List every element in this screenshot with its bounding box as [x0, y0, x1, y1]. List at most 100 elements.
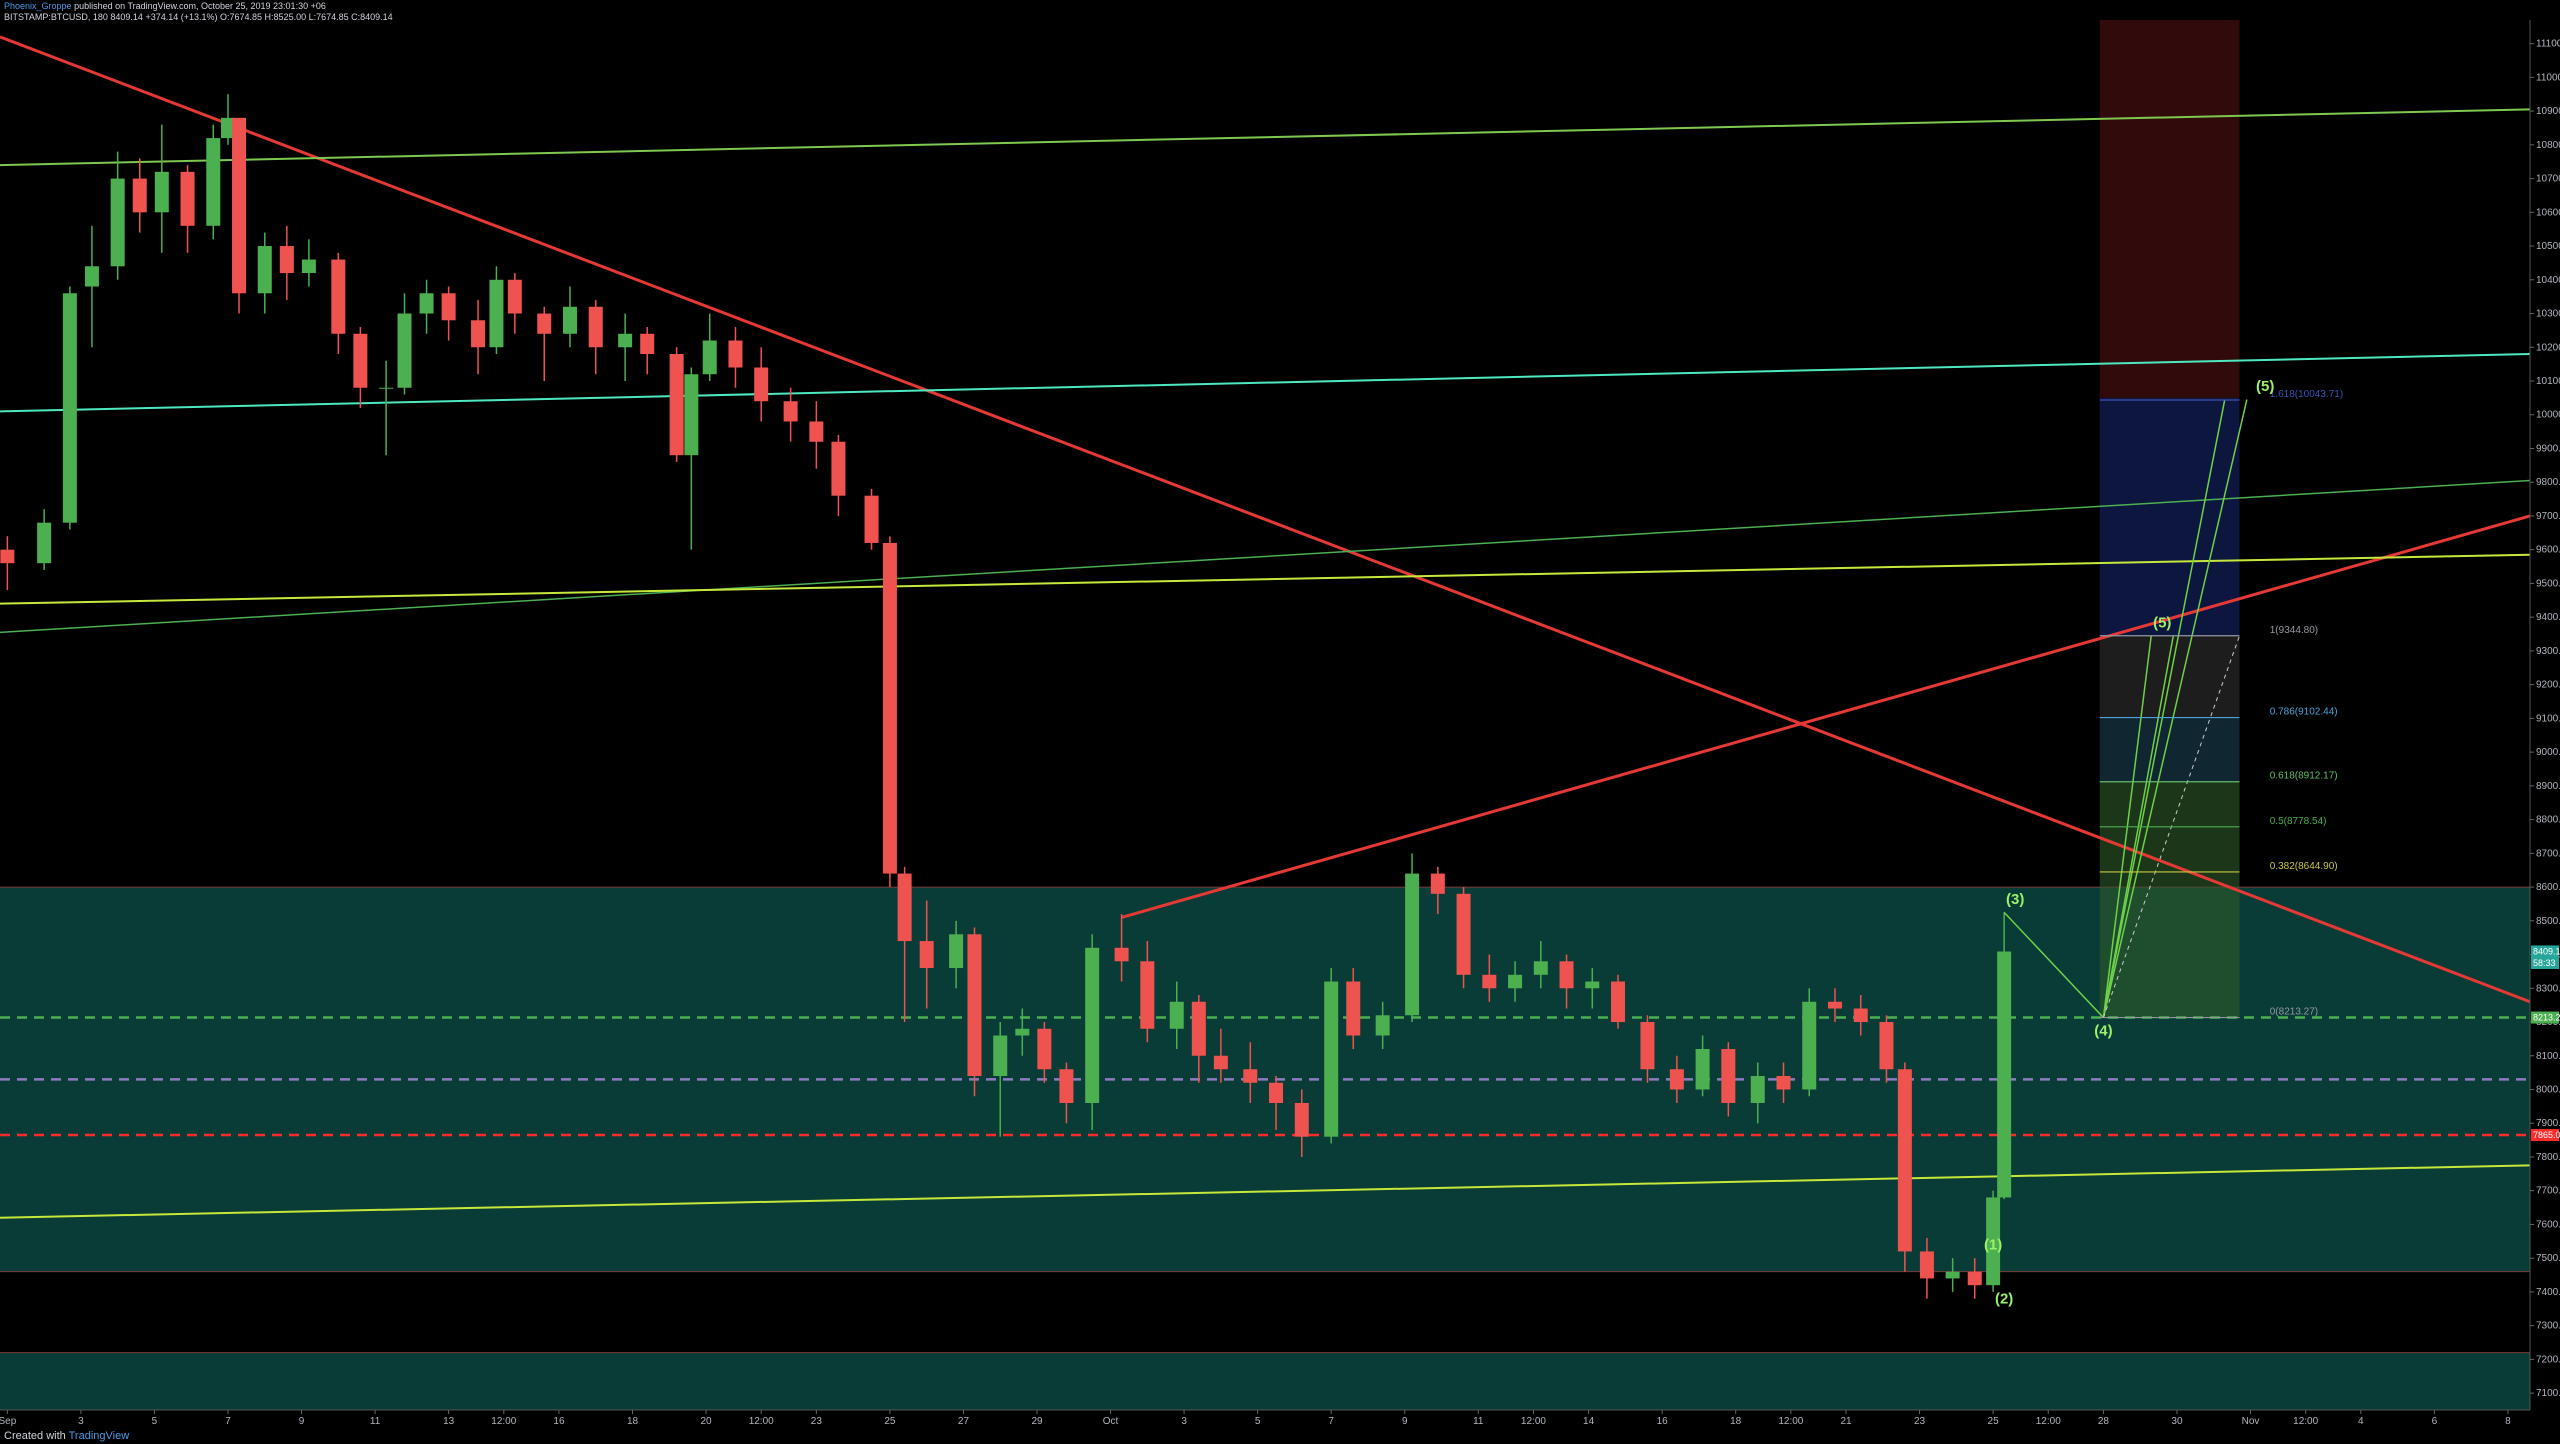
candle-body	[1346, 981, 1361, 1036]
candle-body	[1721, 1049, 1736, 1103]
candle-55	[1324, 968, 1339, 1144]
candle-81	[1986, 1190, 2001, 1292]
candle-body	[919, 941, 934, 969]
candle-23	[537, 306, 552, 381]
price-tag-0: 8409.14	[2533, 946, 2560, 956]
candle-44	[1037, 1022, 1052, 1083]
candle-52	[1243, 1042, 1258, 1103]
fib-label-1: 1(9344.80)	[2270, 625, 2318, 636]
candle-2	[62, 286, 77, 530]
candle-26	[618, 313, 633, 381]
candle-66	[1611, 974, 1626, 1029]
candle-body	[232, 117, 247, 294]
wave-label-4: (5)	[2153, 614, 2171, 631]
candle-3	[84, 225, 99, 348]
candle-body	[110, 178, 125, 267]
candle-58	[1405, 853, 1420, 1023]
tradingview-logo[interactable]: TradingView	[68, 1430, 130, 1442]
chart-header-line1: Phoenix_Groppe published on TradingView.…	[4, 1, 326, 11]
wave-label-2: (3)	[2006, 891, 2024, 908]
candle-15	[353, 327, 368, 408]
y-tick-label: 11100.00	[2536, 39, 2560, 50]
candle-77	[1897, 1062, 1912, 1272]
price-tag-bg-2	[2531, 1011, 2559, 1024]
candle-79	[1945, 1258, 1960, 1292]
x-tick-label: Sep	[0, 1416, 17, 1427]
candle-body	[640, 333, 655, 355]
candle-48	[1140, 941, 1155, 1043]
x-tick-label: 18	[1730, 1416, 1742, 1427]
y-tick-label: 10400.00	[2536, 275, 2560, 286]
x-tick-label: 9	[1402, 1416, 1408, 1427]
candle-body	[562, 306, 577, 334]
candle-body	[618, 333, 633, 348]
candle-76	[1879, 1015, 1894, 1083]
x-tick-label: 6	[2432, 1416, 2438, 1427]
x-tick-label: 12:00	[1778, 1416, 1803, 1427]
candle-body	[728, 340, 743, 368]
candle-30	[702, 313, 717, 381]
candle-body	[1967, 1271, 1982, 1286]
y-tick-label: 8300.00	[2536, 983, 2560, 994]
candle-42	[993, 1022, 1008, 1137]
y-tick-label: 9500.00	[2536, 578, 2560, 589]
candle-18	[419, 279, 434, 334]
stop-zone	[2099, 20, 2240, 398]
candle-11	[257, 232, 272, 314]
candle-body	[257, 246, 272, 294]
candle-body	[864, 495, 879, 543]
author-link[interactable]: Phoenix_Groppe	[4, 1, 72, 11]
zone-1	[0, 1352, 2530, 1410]
candle-body	[1456, 893, 1471, 975]
y-tick-label: 7800.00	[2536, 1152, 2560, 1163]
x-tick-label: 14	[1583, 1416, 1595, 1427]
x-tick-label: 12:00	[2293, 1416, 2318, 1427]
y-tick-label: 7700.00	[2536, 1186, 2560, 1197]
y-tick-label: 10900.00	[2536, 106, 2560, 117]
x-tick-label: 7	[225, 1416, 231, 1427]
candle-body	[180, 171, 195, 226]
candle-body	[1919, 1251, 1934, 1279]
y-tick-label: 7500.00	[2536, 1253, 2560, 1264]
candle-body	[1669, 1069, 1684, 1090]
fib-label-0.786: 0.786(9102.44)	[2270, 707, 2338, 718]
x-tick-label: Oct	[1103, 1416, 1119, 1427]
candle-body	[331, 259, 346, 334]
candle-body	[1533, 961, 1548, 975]
candle-body	[1750, 1075, 1765, 1103]
candle-body	[588, 306, 603, 348]
candle-body	[702, 340, 717, 375]
wave-label-5: (5)	[2256, 378, 2274, 395]
y-tick-label: 9300.00	[2536, 646, 2560, 657]
candle-body	[1508, 974, 1523, 989]
candle-body	[993, 1035, 1008, 1076]
price-tag-1: 58:33	[2533, 958, 2556, 968]
candle-60	[1456, 887, 1471, 989]
y-tick-label: 8800.00	[2536, 815, 2560, 826]
candle-body	[1585, 981, 1600, 989]
candle-body	[1776, 1075, 1791, 1090]
candle-body	[1853, 1008, 1868, 1023]
candle-27	[640, 327, 655, 375]
y-tick-label: 10500.00	[2536, 241, 2560, 252]
x-tick-label: 3	[78, 1416, 84, 1427]
candle-body	[62, 293, 77, 523]
symbol-info: BITSTAMP:BTCUSD, 180	[4, 12, 108, 22]
candle-1	[37, 509, 52, 570]
candle-body	[1037, 1028, 1052, 1070]
candle-body	[489, 279, 504, 348]
x-tick-label: 9	[299, 1416, 305, 1427]
x-tick-label: Nov	[2242, 1416, 2260, 1427]
candle-36	[864, 488, 879, 550]
candle-68	[1669, 1055, 1684, 1103]
y-tick-label: 10200.00	[2536, 342, 2560, 353]
candle-body	[1213, 1055, 1228, 1070]
candle-63	[1533, 941, 1548, 989]
candle-8	[206, 124, 221, 240]
candle-body	[684, 374, 699, 456]
candle-39	[919, 900, 934, 1009]
candle-10	[232, 117, 247, 314]
x-tick-label: 21	[1840, 1416, 1852, 1427]
candle-body	[1169, 1001, 1184, 1029]
